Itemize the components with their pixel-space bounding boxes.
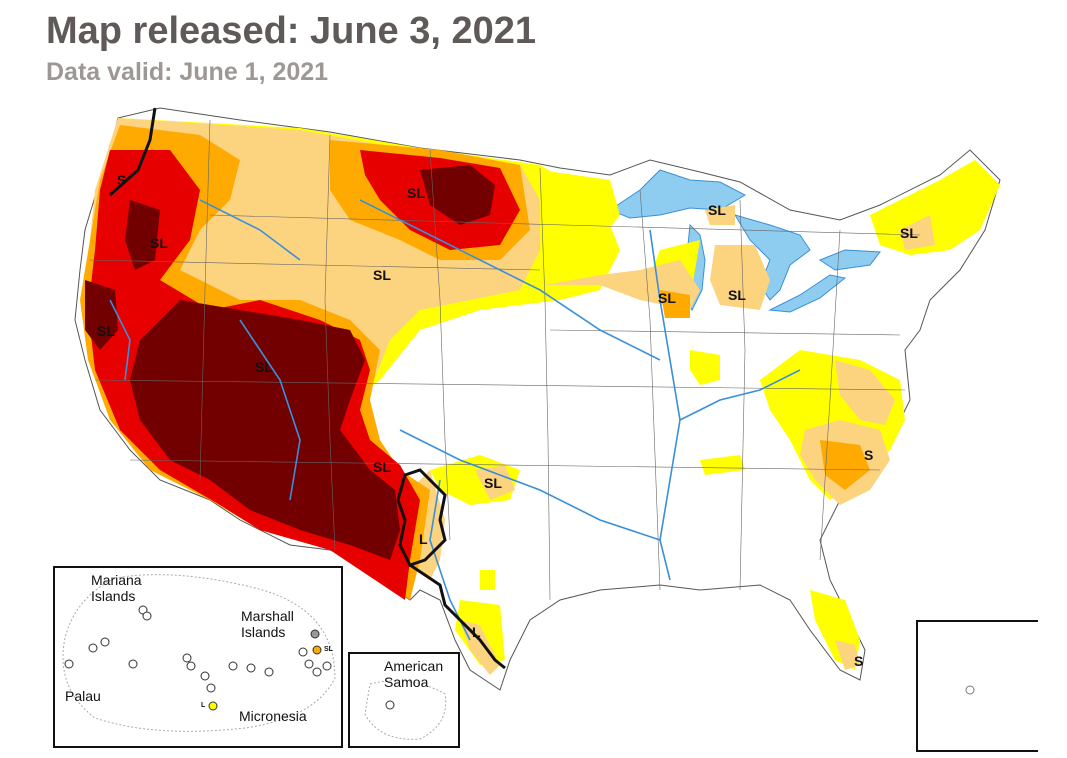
state-boundaries: [89, 119, 921, 601]
map-subtitle: Data valid: June 1, 2021: [46, 58, 329, 86]
label-american-samoa: American Samoa: [384, 658, 444, 690]
samoa-inset-map: [364, 680, 447, 740]
label-s-washington: S: [117, 172, 126, 188]
map-title: Map released: June 3, 2021: [46, 10, 537, 52]
label-sl-oregon: SL: [150, 235, 168, 251]
hawaii-inset-map: [965, 685, 975, 695]
lake-ontario: [818, 249, 881, 271]
label-micronesia-l: L: [201, 702, 206, 709]
impact-boundaries: [109, 107, 506, 670]
label-sl-montana: SL: [407, 185, 425, 201]
label-s-florida: S: [854, 653, 863, 669]
label-marshall-sl: SL: [324, 646, 333, 653]
lake-superior: [608, 169, 747, 219]
label-sl-utah: SL: [255, 359, 273, 375]
label-l-texas-south: L: [472, 624, 481, 640]
label-mariana-islands: Mariana Islands: [91, 572, 142, 604]
lake-erie: [768, 274, 847, 313]
label-marshall-islands: Marshall Islands: [241, 608, 294, 640]
samoa-inset: American Samoa: [348, 652, 460, 748]
label-sl-newmexico: SL: [373, 459, 391, 475]
label-s-carolina: S: [864, 447, 873, 463]
lake-huron: [733, 214, 811, 301]
label-micronesia: Micronesia: [239, 708, 307, 724]
label-sl-michigan: SL: [728, 287, 746, 303]
label-sl-newengland: SL: [900, 225, 918, 241]
rivers: [109, 199, 801, 641]
pacific-inset: Mariana Islands Marshall Islands Palau M…: [53, 566, 343, 748]
label-sl-california: SL: [97, 323, 115, 339]
label-palau: Palau: [65, 688, 101, 704]
label-l-texas-west: L: [419, 531, 428, 547]
pacific-inset-map: [62, 574, 336, 732]
hawaii-inset: [916, 620, 1038, 752]
label-sl-wisconsin: SL: [658, 290, 676, 306]
label-sl-upper-michigan: SL: [708, 202, 726, 218]
label-sl-oklahoma: SL: [484, 475, 502, 491]
label-sl-wyoming: SL: [373, 267, 391, 283]
